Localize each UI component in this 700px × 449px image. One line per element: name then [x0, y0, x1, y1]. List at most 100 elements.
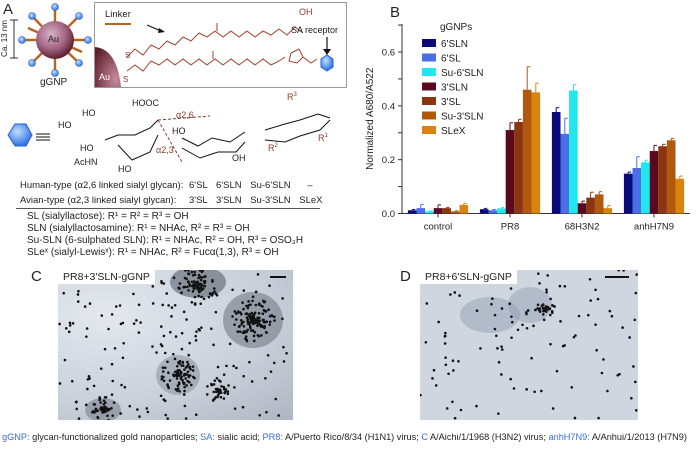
gold-nanoparticle [198, 282, 202, 286]
cell: Su-3'SLN [250, 195, 291, 206]
gold-nanoparticle [245, 312, 249, 315]
gold-nanoparticle [155, 351, 158, 354]
definition-sln: SLN (sialyllactosamine): R¹ = NHAc, R² =… [27, 223, 250, 234]
gold-nanoparticle [222, 373, 226, 376]
gold-nanoparticle [445, 407, 449, 410]
bar [641, 162, 650, 214]
gold-nanoparticle [188, 374, 192, 377]
gold-nanoparticle [187, 289, 190, 292]
gold-nanoparticle [260, 334, 263, 337]
gold-nanoparticle [111, 379, 115, 383]
gold-nanoparticle [251, 319, 255, 323]
gold-nanoparticle [193, 295, 197, 299]
gold-nanoparticle [182, 382, 186, 386]
gold-nanoparticle [586, 313, 590, 317]
legend-label: 6'SL [441, 54, 461, 65]
gold-nanoparticle [178, 389, 181, 393]
gold-nanoparticle [99, 401, 102, 404]
gold-nanoparticle [191, 365, 195, 368]
gold-nanoparticle [178, 361, 181, 365]
bar [497, 208, 506, 214]
gold-nanoparticle [119, 412, 122, 415]
gold-nanoparticle [220, 385, 223, 388]
gold-nanoparticle [282, 345, 285, 349]
gold-nanoparticle [75, 407, 79, 411]
gold-nanoparticle [104, 401, 107, 405]
gold-nanoparticle [180, 364, 183, 367]
gold-nanoparticle [574, 334, 577, 337]
nanoparticle-aggregates-c [58, 270, 288, 420]
gold-nanoparticle [475, 404, 478, 408]
gold-nanoparticle [96, 415, 99, 419]
gold-nanoparticle [248, 325, 252, 328]
gold-nanoparticle [500, 345, 503, 348]
gold-nanoparticle [257, 334, 261, 338]
gold-nanoparticle [169, 330, 172, 334]
gold-nanoparticle [189, 383, 193, 387]
gold-nanoparticle [268, 314, 272, 318]
gold-nanoparticle [559, 320, 562, 323]
gold-nanoparticle [225, 364, 228, 368]
caption-text: A/Aichi/1/1968 (H3N2) virus; [427, 432, 549, 442]
gold-nanoparticle [99, 367, 103, 370]
gold-nanoparticle [532, 324, 535, 328]
gold-nanoparticle [596, 297, 600, 301]
gold-nanoparticle [493, 327, 497, 331]
gold-nanoparticle [219, 395, 223, 399]
y-tick-label: 0.4 [382, 101, 395, 112]
gold-nanoparticle [77, 289, 80, 293]
gold-nanoparticle [232, 364, 235, 368]
gold-nanoparticle [212, 287, 216, 290]
y-tick-label: 0.2 [382, 155, 395, 166]
virus-particle [508, 287, 552, 323]
bar [623, 173, 633, 214]
image-label-c: PR8+3'SLN-gGNP [58, 270, 155, 284]
gold-nanoparticle [260, 304, 263, 308]
glycan-ho-label: HO [82, 108, 96, 118]
gold-nanoparticle [540, 304, 544, 308]
gold-nanoparticle [228, 342, 232, 346]
gold-nanoparticle [186, 364, 189, 368]
cell: 6'SL [189, 180, 208, 191]
gold-nanoparticle [245, 304, 248, 308]
image-label-d: PR8+6'SLN-gGNP [420, 270, 517, 284]
gold-nanoparticle [546, 305, 550, 309]
gold-nanoparticle [200, 276, 204, 279]
bar [522, 89, 532, 214]
gold-nanoparticle [164, 413, 168, 417]
bar [531, 92, 541, 214]
cell: 6'SLN [216, 180, 242, 191]
gold-nanoparticle [212, 343, 215, 347]
gold-nanoparticle [211, 291, 215, 295]
gold-nanoparticle [597, 416, 600, 420]
gold-nanoparticle [212, 390, 216, 394]
gold-nanoparticle [245, 316, 249, 319]
gold-nanoparticle [240, 312, 243, 316]
gold-nanoparticle [545, 288, 548, 291]
gold-nanoparticle [195, 330, 198, 333]
gold-nanoparticle [600, 371, 604, 375]
gold-nanoparticle [245, 339, 249, 343]
gold-nanoparticle [632, 365, 635, 368]
gold-nanoparticle [490, 302, 493, 306]
gold-nanoparticle [263, 326, 266, 330]
gold-nanoparticle [162, 398, 166, 401]
gold-nanoparticle [246, 328, 250, 332]
gold-nanoparticle [213, 290, 216, 293]
gold-nanoparticle [191, 290, 195, 293]
gold-nanoparticle [235, 366, 238, 370]
gold-nanoparticle [191, 273, 195, 277]
bar [514, 121, 523, 214]
gold-nanoparticle [174, 335, 178, 338]
gold-nanoparticle [84, 403, 88, 407]
gold-nanoparticle [210, 383, 214, 387]
gold-nanoparticle [184, 270, 187, 272]
gold-nanoparticle [110, 362, 114, 366]
gold-nanoparticle [106, 414, 109, 418]
gold-nanoparticle [541, 313, 545, 316]
gold-nanoparticle [178, 368, 181, 372]
gold-nanoparticle [171, 352, 175, 356]
x-tick-label: anhH7N9 [634, 222, 674, 233]
x-tick-label: control [424, 222, 453, 233]
gold-nanoparticle [188, 341, 191, 345]
